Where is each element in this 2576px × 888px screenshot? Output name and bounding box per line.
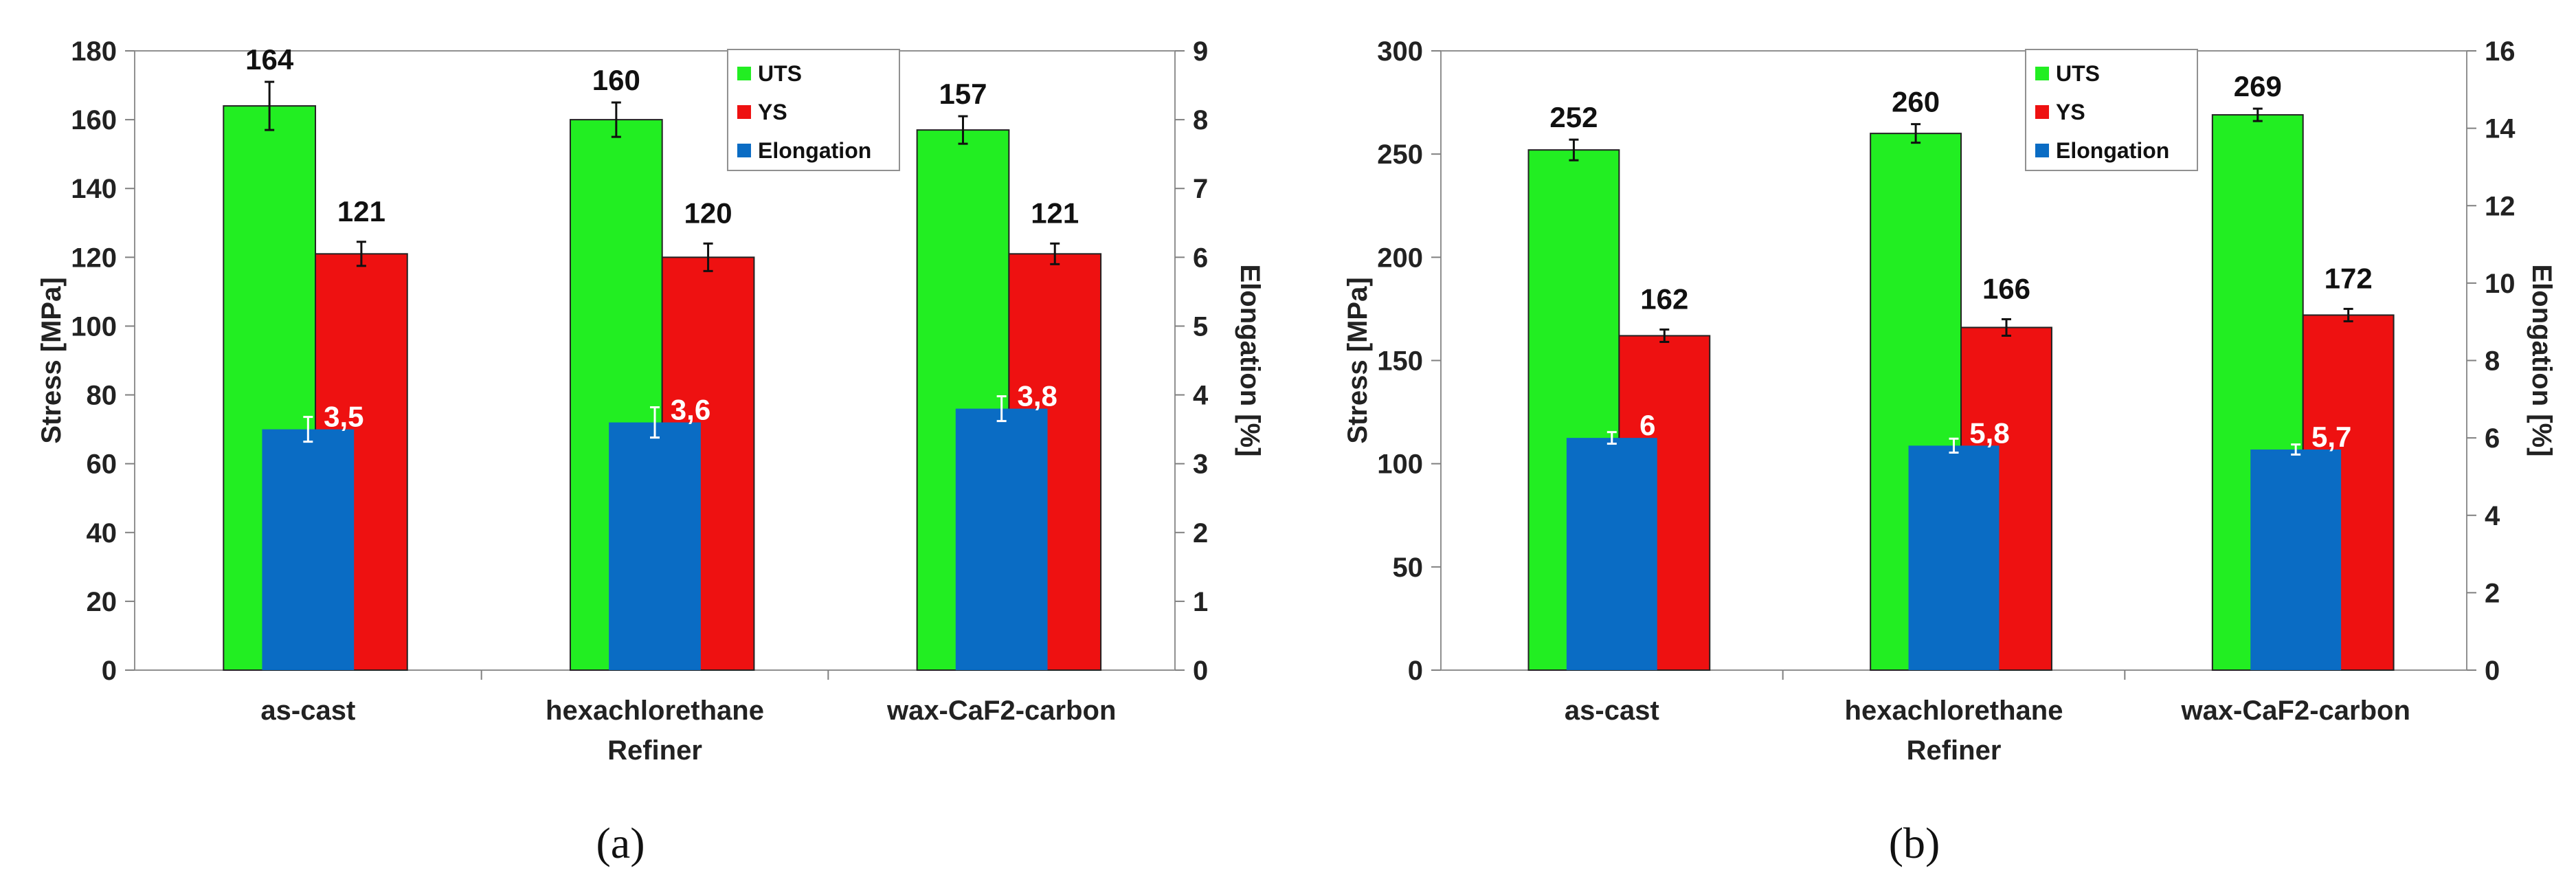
data-label-uts: 260 [1892, 86, 1940, 118]
y-tick-label: 120 [71, 243, 117, 273]
data-label-ys: 121 [337, 195, 385, 227]
legend-box [2025, 49, 2199, 171]
data-label-ys: 166 [1982, 272, 2030, 304]
y2-tick-label: 0 [2485, 656, 2500, 686]
y2-tick-label: 16 [2485, 36, 2516, 67]
figure-caption: (a) [596, 819, 645, 867]
legend-swatch [2035, 105, 2050, 119]
y-tick-label: 150 [1377, 346, 1423, 377]
y-tick-label: 160 [71, 105, 117, 135]
y2-tick-label: 3 [1193, 449, 1208, 480]
x-tick-label: as-cast [260, 696, 355, 726]
data-label-uts: 252 [1549, 101, 1598, 133]
legend-swatch [2035, 67, 2050, 80]
y-tick-label: 140 [71, 174, 117, 204]
data-label-ys: 121 [1031, 197, 1079, 229]
data-label-uts: 160 [592, 64, 640, 96]
y2-tick-label: 2 [1193, 518, 1208, 548]
y2-tick-label: 6 [1193, 243, 1208, 273]
y-tick-label: 180 [71, 36, 117, 67]
legend-label: UTS [758, 61, 802, 86]
legend: UTS YS Elongation [726, 49, 900, 171]
y-tick-label: 0 [102, 656, 117, 686]
x-tick-label: hexachlorethane [546, 696, 764, 726]
bar-elongation [2250, 449, 2342, 670]
data-label-ys: 172 [2325, 262, 2373, 294]
y-tick-label: 0 [1408, 656, 1423, 686]
y-tick-label: 20 [87, 587, 117, 617]
y2-tick-label: 9 [1193, 36, 1208, 67]
data-label-uts: 157 [939, 78, 987, 110]
y-tick-label: 50 [1393, 553, 1424, 583]
y-tick-label: 300 [1377, 36, 1423, 67]
y-tick-label: 100 [1377, 449, 1423, 480]
legend-swatch [737, 105, 751, 119]
legend-swatch [737, 144, 751, 157]
data-label-uts: 269 [2234, 70, 2282, 102]
y2-tick-label: 8 [2485, 346, 2500, 377]
y2-tick-label: 5 [1193, 311, 1208, 342]
y-tick-label: 250 [1377, 140, 1423, 170]
y2-tick-label: 4 [1193, 381, 1209, 411]
x-tick-label: hexachlorethane [1845, 696, 2063, 726]
y-tick-label: 60 [87, 449, 117, 480]
figure-caption: (b) [1889, 819, 1940, 867]
legend-label: Elongation [758, 138, 871, 163]
data-label-elongation: 6 [1639, 409, 1655, 441]
chart-panel-b: 0 50 100 150 200 250 300 0 2 4 6 8 10 12 14 16 as-cast he… [1343, 36, 2557, 867]
data-label-elongation: 3,5 [324, 401, 363, 433]
legend-label: Elongation [2056, 138, 2169, 163]
legend: UTS YS Elongation [2025, 49, 2199, 171]
y2-tick-label: 0 [1193, 656, 1208, 686]
legend-swatch [2035, 144, 2050, 157]
y2-tick-label: 14 [2485, 114, 2516, 144]
y2-tick-label: 1 [1193, 587, 1208, 617]
y2-axis-title: Elongation [%] [2527, 265, 2557, 457]
legend-label: YS [758, 100, 787, 124]
legend-label: YS [2056, 100, 2085, 124]
data-label-elongation: 5,8 [1969, 417, 2009, 449]
data-label-uts: 164 [245, 43, 294, 76]
data-label-ys: 162 [1640, 282, 1688, 315]
x-axis-title: Refiner [607, 735, 702, 766]
y-axis-title: Stress [MPa] [1343, 277, 1373, 443]
y-tick-label: 80 [87, 381, 117, 411]
y2-tick-label: 7 [1193, 174, 1208, 204]
y2-tick-label: 6 [2485, 423, 2500, 454]
data-label-elongation: 3,6 [671, 394, 710, 426]
x-axis-title: Refiner [1907, 735, 2002, 766]
legend-box [726, 49, 900, 171]
y2-axis-title: Elongation [%] [1235, 265, 1265, 457]
legend-swatch [737, 67, 751, 80]
y2-tick-label: 12 [2485, 191, 2516, 221]
bar-elongation [955, 408, 1048, 670]
bar-elongation [262, 429, 355, 670]
data-label-ys: 120 [684, 197, 732, 229]
y2-tick-label: 4 [2485, 501, 2500, 531]
y2-tick-label: 10 [2485, 269, 2516, 299]
bar-elongation [609, 422, 701, 670]
y-tick-label: 40 [87, 518, 117, 548]
y-axis-title: Stress [MPa] [36, 277, 67, 443]
chart-panel-a: 0 20 40 60 80 100 120 140 160 180 0 1 2 3 4 5 6 7 8 9 as-cas… [36, 36, 1265, 867]
legend-label: UTS [2056, 61, 2100, 86]
bar-elongation [1566, 438, 1657, 670]
x-tick-label: as-cast [1565, 696, 1659, 726]
x-tick-label: wax-CaF2-carbon [2180, 696, 2410, 726]
x-tick-label: wax-CaF2-carbon [886, 696, 1116, 726]
bar-elongation [1908, 445, 2000, 670]
y2-tick-label: 2 [2485, 578, 2500, 608]
y-tick-label: 100 [71, 311, 117, 342]
data-label-elongation: 3,8 [1017, 380, 1057, 412]
y2-tick-label: 8 [1193, 105, 1208, 135]
y-tick-label: 200 [1377, 243, 1423, 273]
data-label-elongation: 5,7 [2311, 421, 2351, 453]
